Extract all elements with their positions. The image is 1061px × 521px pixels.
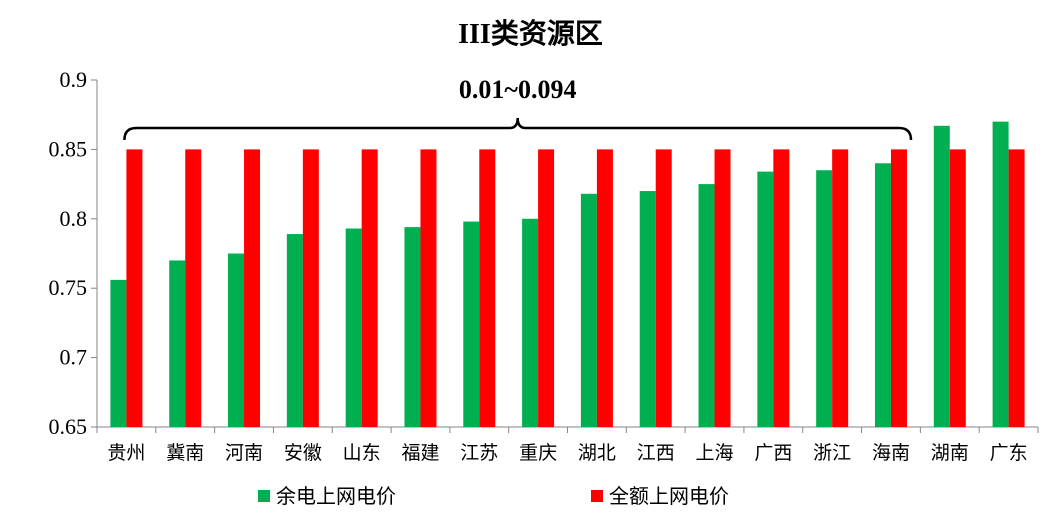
chart-title: III类资源区 <box>458 19 603 50</box>
x-tick-label: 福建 <box>401 442 439 464</box>
x-tick-label: 江苏 <box>460 442 498 464</box>
bar-full-price <box>244 149 261 427</box>
bar-full-price <box>479 149 496 427</box>
bar-surplus-price <box>757 171 774 427</box>
x-tick-label: 重庆 <box>519 442 557 464</box>
bar-full-price <box>538 149 555 427</box>
bar-full-price <box>302 149 319 427</box>
bar-full-price <box>890 149 907 427</box>
bar-full-price <box>832 149 849 427</box>
x-tick-label: 安徽 <box>284 442 322 464</box>
y-tick-label: 0.8 <box>60 206 88 231</box>
bar-surplus-price <box>874 163 891 427</box>
x-tick-label: 江西 <box>637 442 675 464</box>
bar-surplus-price <box>169 260 186 427</box>
bar-surplus-price <box>228 253 245 427</box>
x-tick-label: 湖北 <box>578 442 616 464</box>
bar-full-price <box>361 149 378 427</box>
legend-swatch-surplus <box>258 490 270 502</box>
x-tick-label: 上海 <box>696 442 734 464</box>
y-tick-label: 0.65 <box>49 414 88 439</box>
x-tick-label: 广东 <box>990 442 1028 464</box>
bar-surplus-price <box>522 218 539 427</box>
y-tick-label: 0.75 <box>49 275 88 300</box>
annotation-label: 0.01~0.094 <box>459 75 577 104</box>
bar-surplus-price <box>933 125 950 427</box>
bar-surplus-price <box>345 228 362 427</box>
x-tick-label: 海南 <box>872 442 910 464</box>
x-tick-label: 河南 <box>225 442 263 464</box>
x-tick-label: 广西 <box>754 442 792 464</box>
legend-label-full: 全额上网电价 <box>609 484 729 508</box>
bar-full-price <box>1008 149 1025 427</box>
legend-swatch-full <box>591 490 603 502</box>
bar-full-price <box>420 149 437 427</box>
bar-surplus-price <box>816 170 833 427</box>
y-tick-label: 0.7 <box>60 345 88 370</box>
bar-full-price <box>714 149 731 427</box>
y-tick-label: 0.85 <box>49 136 88 161</box>
bar-surplus-price <box>580 193 597 427</box>
bar-full-price <box>949 149 966 427</box>
bar-surplus-price <box>639 191 656 427</box>
x-tick-label: 冀南 <box>166 442 204 464</box>
bar-full-price <box>773 149 790 427</box>
bar-surplus-price <box>698 184 715 427</box>
bar-full-price <box>126 149 143 427</box>
bar-full-price <box>185 149 202 427</box>
bar-surplus-price <box>992 121 1009 427</box>
y-tick-label: 0.9 <box>60 67 88 92</box>
bar-full-price <box>655 149 672 427</box>
x-tick-label: 山东 <box>343 442 381 464</box>
bar-surplus-price <box>286 234 303 427</box>
x-tick-label: 贵州 <box>107 442 145 464</box>
annotation-bracket <box>123 117 913 141</box>
bar-full-price <box>596 149 613 427</box>
bar-surplus-price <box>110 279 127 427</box>
legend-label-surplus: 余电上网电价 <box>276 484 396 508</box>
x-tick-label: 湖南 <box>931 442 969 464</box>
bar-surplus-price <box>404 227 421 427</box>
bar-surplus-price <box>463 221 480 427</box>
x-tick-label: 浙江 <box>813 442 851 464</box>
